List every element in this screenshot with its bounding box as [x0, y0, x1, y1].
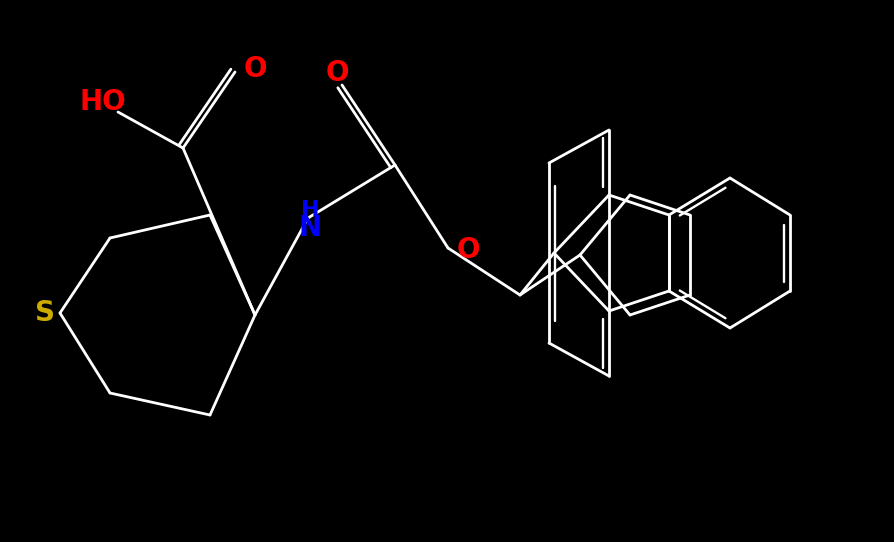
Text: O: O: [456, 236, 480, 264]
Text: O: O: [325, 59, 349, 87]
Text: O: O: [243, 55, 266, 83]
Text: S: S: [35, 299, 55, 327]
Text: H: H: [300, 200, 319, 220]
Text: HO: HO: [80, 88, 126, 116]
Text: N: N: [299, 214, 322, 242]
